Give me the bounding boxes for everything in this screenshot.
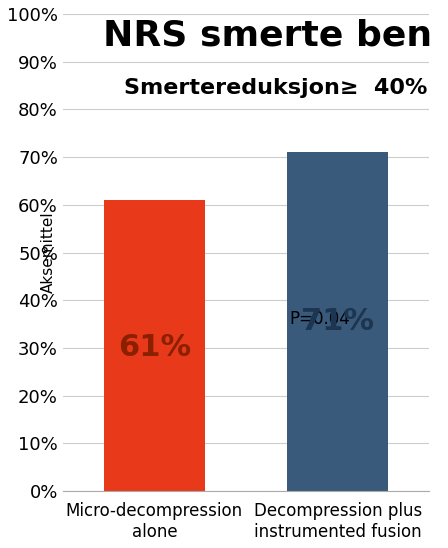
- Text: 71%: 71%: [301, 307, 374, 336]
- Text: P=0.04: P=0.04: [289, 310, 350, 328]
- Bar: [287, 152, 388, 491]
- Y-axis label: Aksemittel: Aksemittel: [41, 212, 56, 293]
- Text: NRS smerte ben: NRS smerte ben: [103, 19, 433, 53]
- Text: Smertereduksjon≥  40%: Smertereduksjon≥ 40%: [124, 78, 427, 98]
- Bar: [104, 200, 205, 491]
- Text: 61%: 61%: [118, 334, 191, 362]
